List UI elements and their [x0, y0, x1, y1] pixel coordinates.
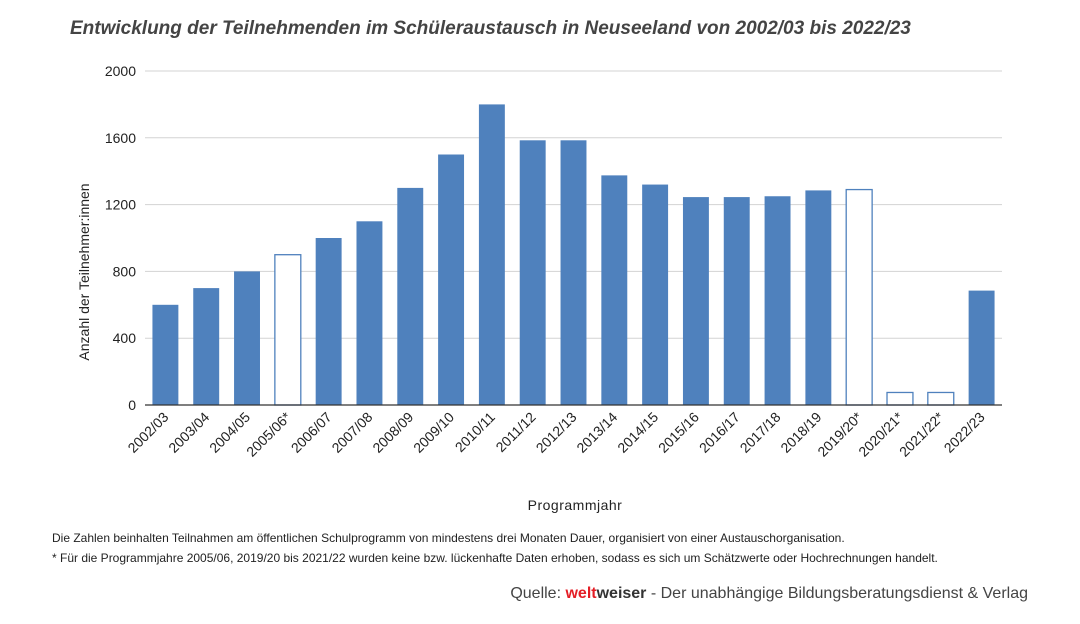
x-tick-label: 2012/13 — [533, 409, 580, 456]
y-tick-label: 400 — [113, 330, 137, 346]
x-tick-label: 2022/23 — [941, 409, 988, 456]
bar-2006-07 — [315, 238, 342, 405]
x-tick-label: 2009/10 — [410, 409, 457, 456]
source-prefix: Quelle: — [510, 585, 566, 602]
bar-2016-17 — [723, 197, 750, 405]
y-tick-label: 1200 — [105, 197, 136, 213]
y-tick-label: 2000 — [105, 63, 136, 79]
bar-2005-06- — [274, 254, 302, 406]
x-tick-label: 2021/22* — [896, 408, 947, 459]
bar-2011-12 — [519, 140, 546, 405]
brand-name-dark: weiser — [596, 585, 647, 602]
y-axis-label: Anzahl der Teilnehmer:innen — [76, 183, 92, 360]
footnotes: Die Zahlen beinhalten Teilnahmen am öffe… — [52, 528, 938, 568]
bar-2007-08 — [356, 221, 383, 405]
source-suffix: - Der unabhängige Bildungsberatungsdiens… — [646, 585, 1028, 602]
bar-2015-16 — [682, 197, 709, 405]
x-tick-label: 2017/18 — [737, 409, 784, 456]
x-tick-label: 2011/12 — [492, 409, 539, 456]
bar-2022-23 — [968, 290, 995, 405]
x-tick-label: 2014/15 — [614, 409, 661, 456]
bar-2009-10 — [438, 154, 465, 405]
chart-title: Entwicklung der Teilnehmenden im Schüler… — [70, 18, 911, 39]
bar-2018-19 — [805, 190, 832, 405]
x-tick-label: 2006/07 — [288, 409, 335, 456]
bar-2010-11 — [478, 104, 505, 406]
bar-chart: 0 400 800 1200 1600 2000 2002/032003/042004/0… — [76, 63, 1002, 513]
footnote-1: Die Zahlen beinhalten Teilnahmen am öffe… — [52, 531, 845, 545]
bar-2020-21- — [886, 391, 914, 406]
bar-2017-18 — [764, 196, 791, 405]
bar-2002-03 — [152, 304, 179, 405]
x-tick-label: 2002/03 — [124, 409, 171, 456]
bar-2013-14 — [601, 175, 628, 405]
x-tick-label: 2008/09 — [369, 409, 416, 456]
bar-2003-04 — [193, 288, 220, 405]
x-axis-label: Programmjahr — [528, 497, 623, 513]
bar-2021-22- — [927, 391, 955, 406]
bar-2014-15 — [642, 184, 669, 405]
source-credit: Quelle: weltweiser - Der unabhängige Bil… — [510, 585, 1028, 603]
brand-name-red: welt — [565, 585, 597, 602]
x-tick-label: 2003/04 — [165, 409, 212, 456]
x-tick-label: 2005/06* — [243, 408, 294, 459]
x-axis-ticks: 2002/032003/042004/052005/06*2006/072007… — [124, 408, 987, 459]
bar-2012-13 — [560, 140, 587, 405]
y-axis-ticks: 0 400 800 1200 1600 2000 — [105, 63, 136, 413]
x-tick-label: 2010/11 — [452, 409, 499, 456]
x-tick-label: 2015/16 — [655, 409, 702, 456]
bars — [152, 104, 995, 406]
bar-2019-20- — [845, 188, 873, 406]
bar-2004-05 — [234, 271, 260, 405]
x-tick-label: 2016/17 — [696, 409, 743, 456]
footnote-2: * Für die Programmjahre 2005/06, 2019/20… — [52, 551, 938, 565]
x-tick-label: 2007/08 — [328, 409, 375, 456]
x-tick-label: 2013/14 — [573, 409, 620, 456]
y-tick-label: 0 — [128, 397, 136, 413]
y-tick-label: 1600 — [105, 130, 136, 146]
y-tick-label: 800 — [113, 263, 137, 279]
bar-2008-09 — [397, 187, 424, 405]
